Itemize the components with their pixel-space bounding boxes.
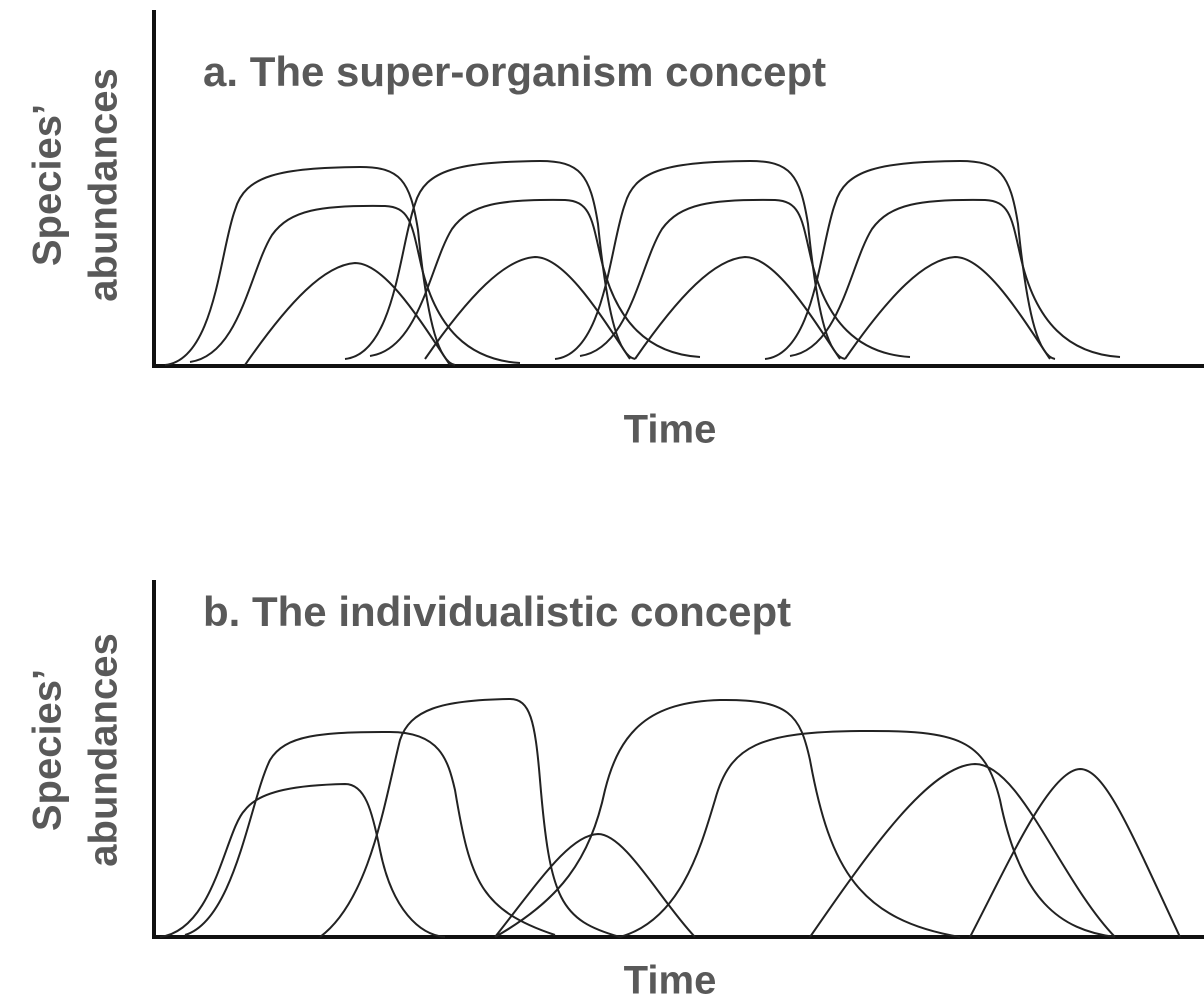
- axes: [152, 10, 1204, 368]
- curve-group: [344, 160, 701, 360]
- axes: [152, 580, 1204, 939]
- curve: [619, 729, 1116, 938]
- curve: [159, 782, 446, 938]
- y-label: Species’: [26, 104, 70, 266]
- curve: [809, 762, 1116, 938]
- curve-group: [554, 160, 911, 360]
- panel-title: b. The individualistic concept: [203, 588, 791, 635]
- curve: [319, 697, 621, 938]
- y-label: abundances: [82, 68, 126, 301]
- curve-group: [164, 166, 521, 366]
- panel-b: b. The individualistic concept Species’ …: [26, 580, 1204, 1003]
- y-label: abundances: [82, 633, 126, 866]
- y-label: Species’: [26, 669, 70, 831]
- curve: [494, 832, 696, 938]
- curve: [494, 698, 961, 938]
- panel-title: a. The super-organism concept: [203, 48, 826, 95]
- curve: [969, 767, 1181, 938]
- curve-group: [764, 160, 1121, 360]
- x-label: Time: [624, 408, 717, 452]
- x-label: Time: [624, 959, 717, 1003]
- panel-a: a. The super-organism concept Species’ a…: [26, 10, 1204, 452]
- curve: [184, 730, 556, 936]
